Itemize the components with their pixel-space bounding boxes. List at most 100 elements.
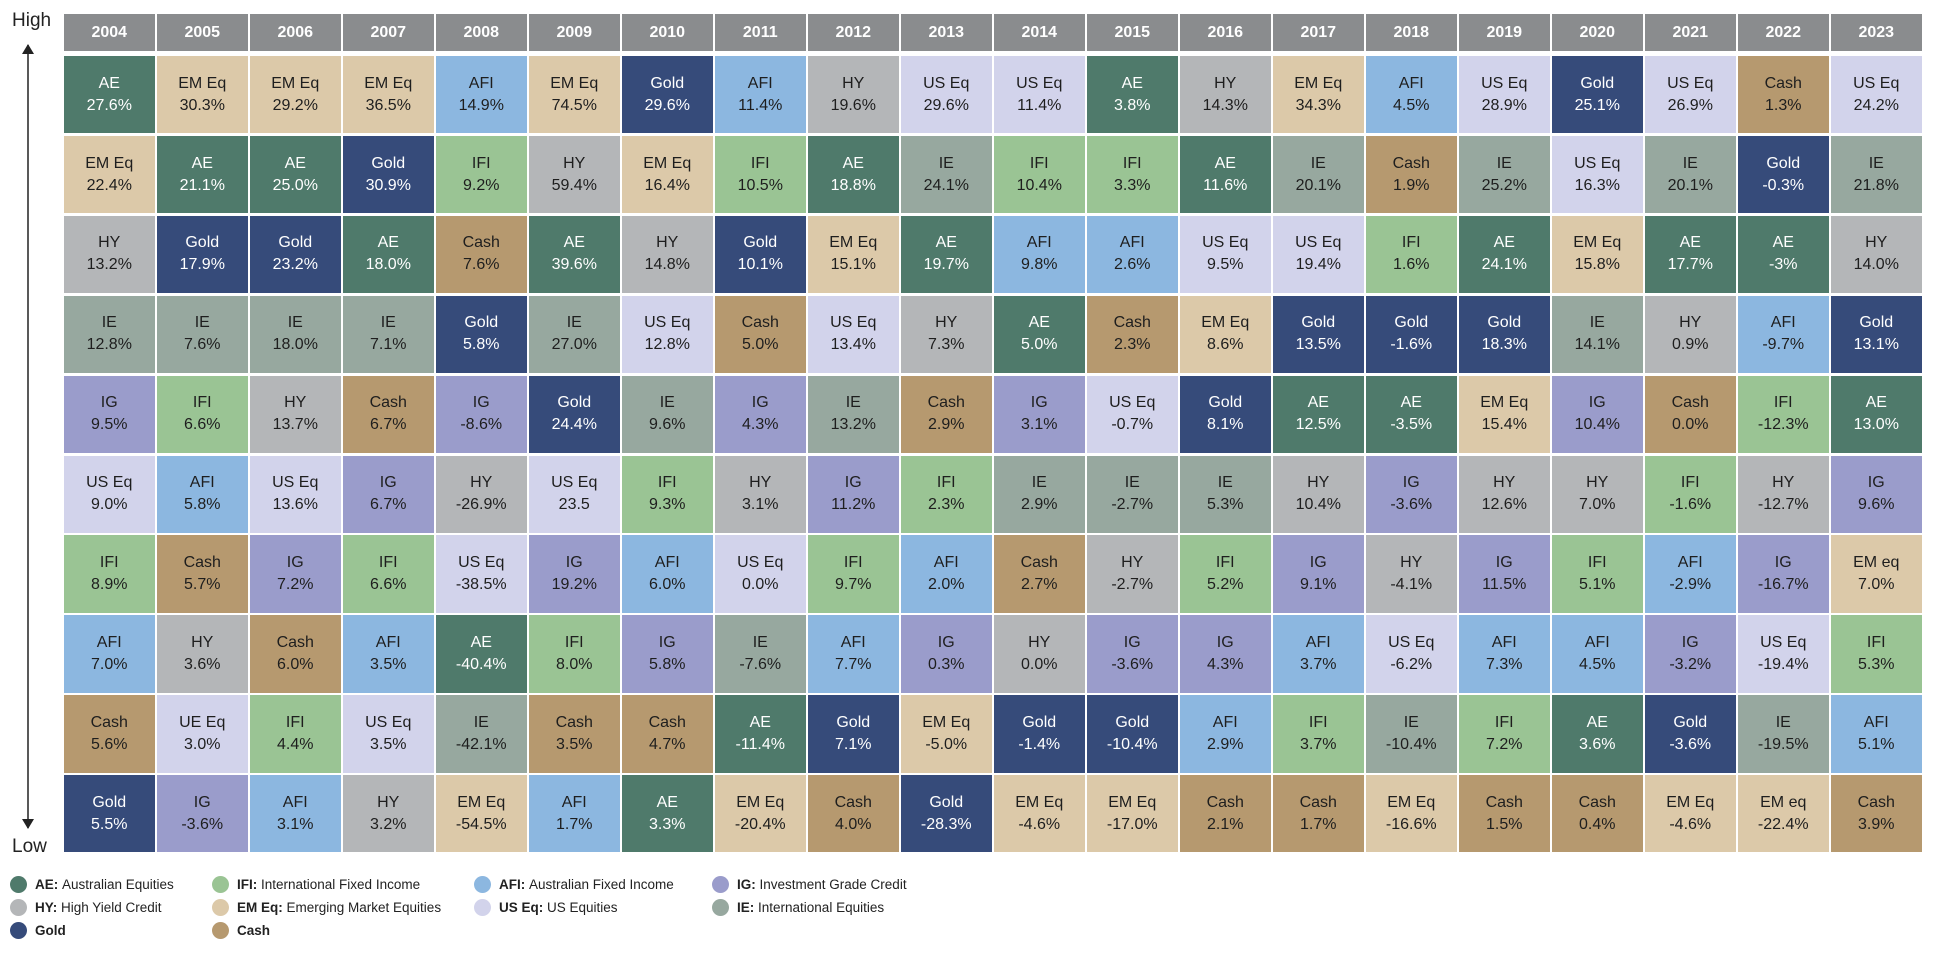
asset-code: AE <box>284 154 306 172</box>
return-cell: EM Eq 22.4% <box>64 135 155 214</box>
legend-item: AE: Australian Equities <box>10 876 174 893</box>
year-header-2016: 2016 <box>1180 14 1271 51</box>
return-value: -12.7% <box>1757 496 1809 514</box>
return-value: 10.4% <box>1016 176 1062 194</box>
return-cell: HY -2.7% <box>1087 535 1178 613</box>
return-cell: IFI 5.2% <box>1180 535 1271 613</box>
asset-code: AE <box>1865 394 1887 412</box>
legend-label: High Yield Credit <box>57 900 162 915</box>
asset-code: EM Eq <box>829 234 878 252</box>
asset-code: US Eq <box>1388 633 1435 651</box>
return-value: 29.6% <box>923 96 969 114</box>
year-header-2022: 2022 <box>1738 14 1829 51</box>
return-value: 5.8% <box>463 336 500 354</box>
return-value: -5.0% <box>925 735 968 753</box>
return-cell: Gold 25.1% <box>1552 56 1643 134</box>
return-cell: Gold 13.5% <box>1273 295 1364 374</box>
asset-code: IG <box>1216 633 1234 651</box>
legend-swatch <box>10 876 27 893</box>
asset-code: Cash <box>648 713 686 731</box>
asset-code: IFI <box>1215 554 1235 572</box>
return-cell: AFI 1.7% <box>529 775 620 853</box>
return-value: 3.8% <box>1114 96 1151 114</box>
legend-label: US Equities <box>543 900 618 915</box>
return-cell: US Eq 9.5% <box>1180 215 1271 294</box>
year-header-2023: 2023 <box>1831 14 1922 51</box>
return-cell: AFI 11.4% <box>715 56 806 134</box>
return-cell: Gold 30.9% <box>343 135 434 214</box>
return-value: 26.9% <box>1667 96 1713 114</box>
return-cell: Cash 7.6% <box>436 215 527 294</box>
legend-swatch <box>10 922 27 939</box>
return-value: 25.1% <box>1574 96 1620 114</box>
asset-code: EM Eq <box>643 154 692 172</box>
return-value: 3.5% <box>370 735 407 753</box>
return-cell: IFI -1.6% <box>1645 455 1736 533</box>
return-cell: IFI 9.7% <box>808 535 899 613</box>
return-value: 9.6% <box>1858 496 1895 514</box>
year-header-2017: 2017 <box>1273 14 1364 51</box>
return-cell: US Eq 11.4% <box>994 56 1085 134</box>
asset-code: AE <box>749 713 771 731</box>
asset-code: IFI <box>1308 713 1328 731</box>
asset-code: Gold <box>1022 713 1057 731</box>
return-cell: Cash 1.5% <box>1459 775 1550 853</box>
return-cell: AE 21.1% <box>157 135 248 214</box>
return-value: 2.6% <box>1114 256 1151 274</box>
asset-code: Gold <box>1766 154 1801 172</box>
return-cell: HY 10.4% <box>1273 455 1364 533</box>
asset-code: EM Eq <box>1294 74 1343 92</box>
return-value: -1.6% <box>1390 336 1433 354</box>
asset-code: HY <box>98 234 121 252</box>
return-value: 5.0% <box>1021 336 1058 354</box>
return-cell: US Eq 3.5% <box>343 695 434 773</box>
return-cell: IG -16.7% <box>1738 535 1829 613</box>
return-cell: US Eq 12.8% <box>622 295 713 374</box>
return-value: 16.4% <box>644 176 690 194</box>
return-value: 17.7% <box>1667 256 1713 274</box>
asset-code: IE <box>659 394 675 412</box>
return-value: 5.8% <box>184 496 221 514</box>
asset-code: IE <box>473 713 489 731</box>
asset-code: HY <box>1307 474 1330 492</box>
asset-code: IE <box>1775 713 1791 731</box>
return-value: 3.1% <box>742 496 779 514</box>
return-value: -22.4% <box>1757 815 1809 833</box>
asset-code: IG <box>751 394 769 412</box>
return-cell: Cash 1.7% <box>1273 775 1364 853</box>
asset-code: IG <box>1774 554 1792 572</box>
asset-code: AE <box>1307 394 1329 412</box>
return-value: -3.2% <box>1669 655 1712 673</box>
return-value: 6.7% <box>370 496 407 514</box>
legend-label: International Equities <box>754 900 885 915</box>
legend-swatch <box>212 922 229 939</box>
return-value: -42.1% <box>455 735 507 753</box>
return-cell: Gold -3.6% <box>1645 695 1736 773</box>
return-value: 5.1% <box>1858 735 1895 753</box>
asset-code: Cash <box>555 713 593 731</box>
return-value: -1.4% <box>1018 735 1061 753</box>
asset-code: AFI <box>1677 554 1703 572</box>
return-value: 20.1% <box>1667 176 1713 194</box>
return-value: -20.4% <box>734 815 786 833</box>
return-cell: Gold 18.3% <box>1459 295 1550 374</box>
return-cell: Gold 8.1% <box>1180 375 1271 453</box>
asset-code: Cash <box>1113 314 1151 332</box>
return-value: 25.0% <box>272 176 318 194</box>
return-cell: Gold 5.5% <box>64 775 155 853</box>
return-cell: AE 3.3% <box>622 775 713 853</box>
asset-code: Gold <box>185 234 220 252</box>
return-cell: Gold -28.3% <box>901 775 992 853</box>
asset-code: EM Eq <box>550 74 599 92</box>
return-cell: AFI 5.1% <box>1831 695 1922 773</box>
return-value: 30.3% <box>179 96 225 114</box>
return-value: 3.6% <box>1579 735 1616 753</box>
return-value: 2.1% <box>1207 815 1244 833</box>
return-cell: IE 7.1% <box>343 295 434 374</box>
asset-code: US Eq <box>830 314 877 332</box>
asset-code: Gold <box>929 793 964 811</box>
asset-code: Gold <box>836 713 871 731</box>
axis-low-label: Low <box>12 836 47 857</box>
asset-code: Gold <box>1394 314 1429 332</box>
asset-code: AE <box>1493 234 1515 252</box>
